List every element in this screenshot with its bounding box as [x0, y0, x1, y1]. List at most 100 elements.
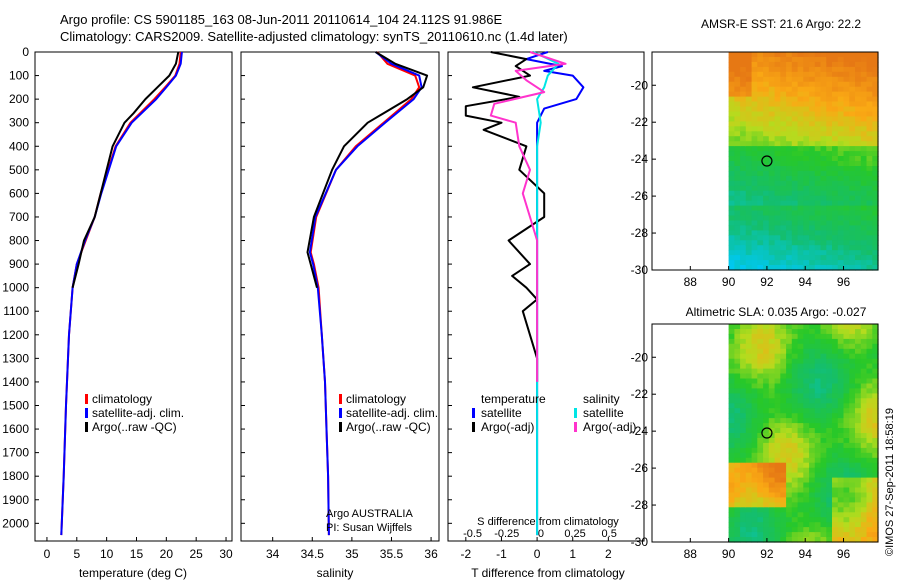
- map-cell: [728, 195, 735, 202]
- map-cell: [751, 230, 758, 236]
- map-cell: [803, 151, 810, 157]
- map-cell: [751, 200, 758, 207]
- map-cell: [814, 363, 822, 370]
- map-cell: [855, 151, 862, 157]
- map-cell: [768, 52, 776, 58]
- map-cell: [791, 131, 799, 137]
- map-cell: [791, 101, 799, 108]
- map-cell: [774, 175, 781, 182]
- map-cell: [774, 492, 781, 499]
- map-cell: [832, 423, 839, 429]
- map-cell: [797, 66, 804, 73]
- map-cell: [832, 477, 839, 484]
- map-cell: [751, 512, 758, 518]
- map-cell: [774, 136, 781, 142]
- map-cell: [866, 96, 873, 103]
- map-cell: [855, 388, 862, 394]
- map-cell: [803, 383, 810, 390]
- map-cell: [786, 388, 793, 394]
- map-cell: [849, 507, 856, 513]
- map-cell: [757, 255, 764, 261]
- map-cell: [855, 156, 862, 162]
- map-cell: [774, 131, 781, 137]
- y-tick-label: 1800: [2, 469, 29, 483]
- map-cell: [791, 438, 799, 444]
- map-cell: [768, 235, 776, 241]
- map-cell: [786, 452, 793, 459]
- map-cell: [757, 195, 764, 202]
- map-cell: [832, 81, 839, 88]
- map-cell: [855, 403, 862, 409]
- map-cell: [860, 532, 868, 538]
- map-cell: [809, 378, 816, 385]
- map-cell: [757, 447, 764, 454]
- map-cell: [814, 175, 822, 182]
- map-cell: [786, 126, 793, 132]
- map-cell: [786, 106, 793, 113]
- map-cell: [809, 175, 816, 182]
- map-cell: [745, 442, 753, 449]
- map-cell: [728, 81, 735, 88]
- map-cell: [740, 522, 747, 528]
- map-cell: [751, 338, 758, 345]
- map-cell: [837, 170, 845, 177]
- map-cell: [728, 151, 735, 157]
- map-cell: [832, 180, 839, 187]
- map-cell: [745, 230, 753, 236]
- map-cell: [803, 452, 810, 459]
- map-cell: [872, 52, 879, 58]
- map-cell: [837, 200, 845, 207]
- map-cell: [809, 205, 816, 212]
- map-cell: [860, 170, 868, 177]
- map-cell: [820, 527, 827, 533]
- map-cell: [734, 507, 741, 513]
- map-cell: [768, 195, 776, 202]
- map-cell: [820, 358, 827, 365]
- map-cell: [860, 76, 868, 83]
- map-cell: [745, 398, 753, 404]
- map-cell: [786, 358, 793, 365]
- map-cell: [797, 245, 804, 251]
- map-cell: [826, 255, 833, 261]
- map-cell: [820, 333, 827, 340]
- map-cell: [751, 136, 758, 142]
- map-cell: [797, 527, 804, 533]
- map-cell: [866, 190, 873, 197]
- map-cell: [826, 200, 833, 207]
- map-cell: [791, 111, 799, 118]
- legend-swatch-argo: [339, 422, 342, 432]
- map-cell: [820, 190, 827, 197]
- map-cell: [803, 190, 810, 197]
- map-cell: [780, 413, 787, 419]
- map-cell: [734, 116, 741, 122]
- map-cell: [843, 96, 850, 103]
- map-cell: [757, 353, 764, 360]
- map-cell: [740, 61, 747, 68]
- map-cell: [751, 438, 758, 444]
- legend-swatch-sal-satellite: [574, 408, 577, 418]
- map-cell: [849, 200, 856, 207]
- map-cell: [768, 200, 776, 207]
- map-cell: [849, 403, 856, 409]
- map-cell: [855, 161, 862, 167]
- map-cell: [872, 61, 879, 68]
- map-cell: [728, 457, 735, 464]
- y-tick-label: 1100: [3, 304, 29, 318]
- map-cell: [860, 373, 868, 380]
- map-cell: [855, 338, 862, 345]
- map-cell: [734, 368, 741, 375]
- map-cell: [860, 205, 868, 212]
- map-cell: [855, 418, 862, 424]
- map-cell: [849, 517, 856, 523]
- map-cell: [803, 81, 810, 88]
- y-tick-label: -20: [631, 350, 649, 364]
- map-cell: [728, 66, 735, 73]
- map-cell: [728, 452, 735, 459]
- map-cell: [791, 126, 799, 132]
- map-cell: [740, 428, 747, 434]
- map-cell: [837, 393, 845, 399]
- map-cell: [745, 408, 753, 414]
- map-cell: [734, 383, 741, 390]
- map-cell: [820, 329, 827, 335]
- map-cell: [751, 418, 758, 424]
